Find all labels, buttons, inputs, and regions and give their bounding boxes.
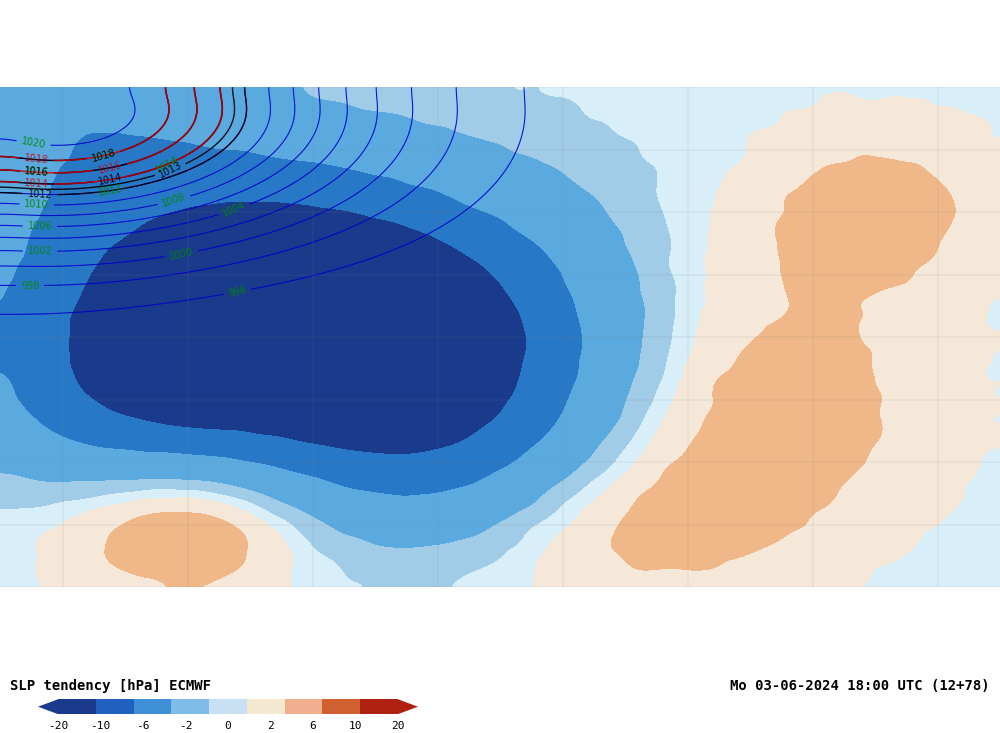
Text: 1013: 1013 — [157, 160, 184, 180]
Bar — [322, 699, 360, 714]
Text: 1016: 1016 — [24, 166, 49, 178]
Text: 20: 20 — [391, 721, 405, 731]
Text: 1014: 1014 — [154, 154, 180, 174]
Text: 1014: 1014 — [97, 172, 123, 187]
Bar — [209, 699, 247, 714]
Bar — [285, 699, 322, 714]
Bar — [360, 699, 398, 714]
Text: -20: -20 — [48, 721, 68, 731]
Text: -2: -2 — [179, 721, 192, 731]
Text: 1000: 1000 — [168, 246, 194, 262]
Bar — [134, 699, 171, 714]
Text: 2: 2 — [267, 721, 274, 731]
Text: 1018: 1018 — [91, 147, 117, 163]
Text: 1020: 1020 — [20, 136, 46, 151]
Polygon shape — [38, 699, 58, 714]
Text: 996: 996 — [227, 284, 248, 299]
Text: 10: 10 — [349, 721, 362, 731]
Text: 1016: 1016 — [97, 160, 123, 176]
Text: 998: 998 — [21, 281, 39, 290]
Text: -10: -10 — [90, 721, 111, 731]
Text: 1010: 1010 — [24, 199, 49, 210]
Text: 1012: 1012 — [97, 183, 123, 198]
Bar — [171, 699, 209, 714]
Polygon shape — [398, 699, 418, 714]
Text: 1014: 1014 — [24, 178, 49, 189]
Text: 1016: 1016 — [24, 166, 49, 178]
Text: 6: 6 — [310, 721, 316, 731]
Text: 1004: 1004 — [221, 200, 247, 219]
Text: 0: 0 — [225, 721, 231, 731]
Text: 1018: 1018 — [91, 147, 117, 163]
Bar — [58, 699, 96, 714]
Text: 1002: 1002 — [28, 246, 52, 257]
Text: 1018: 1018 — [24, 153, 49, 166]
Text: 1006: 1006 — [28, 221, 52, 232]
Text: -6: -6 — [136, 721, 150, 731]
Text: Mo 03-06-2024 18:00 UTC (12+78): Mo 03-06-2024 18:00 UTC (12+78) — [730, 679, 990, 693]
Text: 1012: 1012 — [28, 189, 53, 200]
Text: 1008: 1008 — [161, 192, 187, 210]
Bar — [247, 699, 285, 714]
Text: SLP tendency [hPa] ECMWF: SLP tendency [hPa] ECMWF — [10, 679, 211, 693]
Bar — [96, 699, 134, 714]
